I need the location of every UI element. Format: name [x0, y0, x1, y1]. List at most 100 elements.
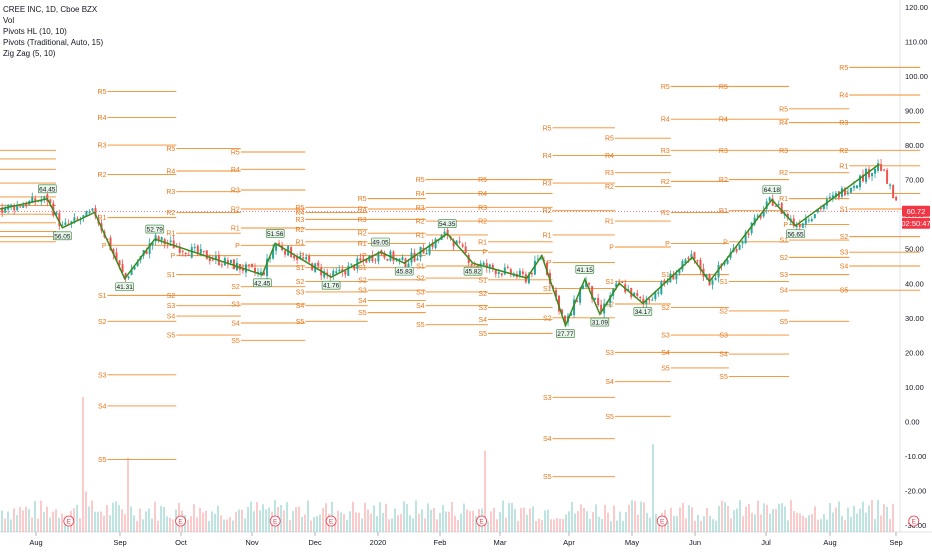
volume-bar [844, 519, 846, 532]
volume-bar [376, 516, 378, 532]
pivot-label-p: P [171, 253, 176, 260]
volume-bar [667, 521, 669, 532]
legend-pivots-traditional[interactable]: Pivots (Traditional, Auto, 15) [3, 38, 104, 47]
volume-bar [526, 514, 528, 532]
zigzag-label-box [463, 266, 483, 276]
x-tick-label: Dec [308, 538, 322, 547]
candle-body [115, 252, 118, 261]
volume-bar [145, 511, 147, 532]
candle-body [609, 295, 612, 304]
candle-body [485, 263, 488, 268]
volume-bar [1, 510, 3, 532]
volume-bar [745, 506, 747, 532]
volume-bar [118, 505, 120, 532]
pivot-label-s1: S1 [478, 277, 487, 284]
volume-bar [583, 507, 585, 532]
pivot-label-s2: S2 [167, 293, 176, 300]
x-tick-label: Feb [434, 538, 447, 547]
volume-bar [427, 503, 429, 532]
candle-body [798, 224, 801, 228]
volume-bar [652, 444, 654, 532]
candle-body [272, 248, 275, 259]
candle-body [663, 280, 666, 284]
candle-body [76, 218, 79, 220]
candle-body [521, 271, 524, 275]
candle-body [350, 263, 353, 265]
pivot-label-r4: R4 [605, 153, 614, 160]
volume-bar [310, 520, 312, 532]
pivot-label-r4: R4 [719, 117, 728, 124]
pivot-label-s5: S5 [231, 338, 240, 345]
candle-body [672, 275, 675, 280]
legend-pivots-hl[interactable]: Pivots HL (10, 10) [3, 27, 67, 36]
candle-body [657, 292, 660, 294]
legend-zigzag[interactable]: Zig Zag (5, 10) [3, 49, 56, 58]
volume-bar [112, 502, 114, 532]
pivot-label-r2: R2 [779, 170, 788, 177]
pivot-label-s4: S4 [661, 350, 670, 357]
volume-bar [229, 517, 231, 532]
candle-body [855, 185, 858, 189]
volume-bar [766, 504, 768, 532]
candle-body [43, 196, 46, 200]
candle-body [184, 252, 187, 255]
earnings-icon[interactable] [269, 515, 281, 527]
pivot-label-s5: S5 [416, 322, 425, 329]
zigzag-label-box [145, 224, 165, 234]
earnings-icon[interactable] [476, 515, 488, 527]
volume-bar [205, 510, 207, 532]
pivot-label-r3: R3 [416, 205, 425, 212]
volume-bar [547, 509, 549, 532]
y-tick-label: -20.00 [905, 487, 926, 496]
countdown-tag [902, 217, 930, 229]
pivot-label-r3: R3 [543, 181, 552, 188]
candle-body [600, 304, 603, 313]
candle-body [211, 259, 214, 261]
volume-bar [559, 518, 561, 532]
volume-bar [247, 506, 249, 532]
candle-body [124, 273, 127, 278]
candle-body [500, 273, 503, 276]
pivot-label-s3: S3 [296, 289, 305, 296]
earnings-icon[interactable] [175, 515, 187, 527]
candle-body [660, 281, 663, 295]
volume-bar [862, 501, 864, 532]
legend-symbol[interactable]: CREE INC, 1D, Cboe BZX [3, 5, 98, 14]
zigzag-label-box [253, 278, 272, 288]
zigzag-label: 49.05 [372, 240, 389, 247]
candle-body [428, 244, 431, 255]
volume-bar [190, 516, 192, 532]
pivot-label-s5: S5 [98, 457, 107, 464]
candle-body [735, 249, 738, 252]
candle-body [744, 232, 747, 244]
candle-body [651, 299, 654, 301]
volume-bar [433, 508, 435, 532]
volume-bar [94, 511, 96, 532]
pivot-label-s1: S1 [231, 264, 240, 271]
volume-bar [883, 504, 885, 532]
zigzag-label-box [37, 184, 57, 194]
volume-bar [58, 517, 60, 532]
earnings-icon[interactable] [656, 515, 668, 527]
candle-body [464, 246, 467, 254]
earnings-icon[interactable] [325, 515, 337, 527]
earnings-icon[interactable] [908, 515, 920, 527]
x-tick-label: 2020 [370, 538, 387, 547]
candle-body [308, 256, 311, 262]
volume-bar [697, 514, 699, 532]
pivot-label-s5: S5 [779, 319, 788, 326]
pivot-label-s4: S4 [416, 303, 425, 310]
candle-body [771, 198, 774, 206]
volume-bar [10, 519, 12, 532]
candle-body [822, 205, 825, 209]
candle-body [214, 255, 217, 260]
legend-vol[interactable]: Vol [3, 16, 15, 25]
candle-body [723, 261, 726, 265]
pivot-label-r3: R3 [719, 148, 728, 155]
candle-body [482, 262, 485, 266]
earnings-icon[interactable] [63, 515, 75, 527]
volume-bar [298, 506, 300, 532]
pivot-label-r1: R1 [231, 226, 240, 233]
